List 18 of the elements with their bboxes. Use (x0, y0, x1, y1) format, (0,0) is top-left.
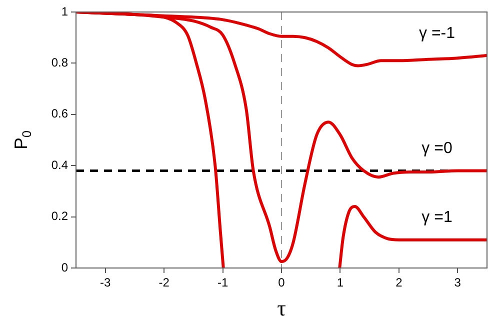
y-tick-label: 0.6 (51, 106, 68, 121)
y-tick-label: 0.2 (51, 209, 68, 224)
series-label: γ =-1 (418, 24, 456, 42)
series-label: γ =0 (422, 140, 452, 158)
y-tick-label: 0 (61, 260, 68, 274)
x-tick-label: -3 (100, 276, 112, 290)
x-axis-title: τ (277, 296, 286, 321)
x-tick-label: 2 (396, 276, 403, 290)
series-label: γ =1 (422, 209, 452, 226)
y-tick-label: 0.8 (51, 56, 68, 70)
x-tick-label: 0 (278, 276, 286, 290)
y-axis-title: P0 (10, 130, 34, 150)
x-tick-label: 3 (454, 276, 462, 290)
x-tick-label: -1 (217, 276, 228, 290)
x-tick-label: -2 (158, 276, 170, 290)
y-tick-label: 1 (61, 4, 68, 18)
y-tick-label: 0.4 (51, 158, 68, 172)
x-tick-label: 1 (336, 276, 344, 290)
